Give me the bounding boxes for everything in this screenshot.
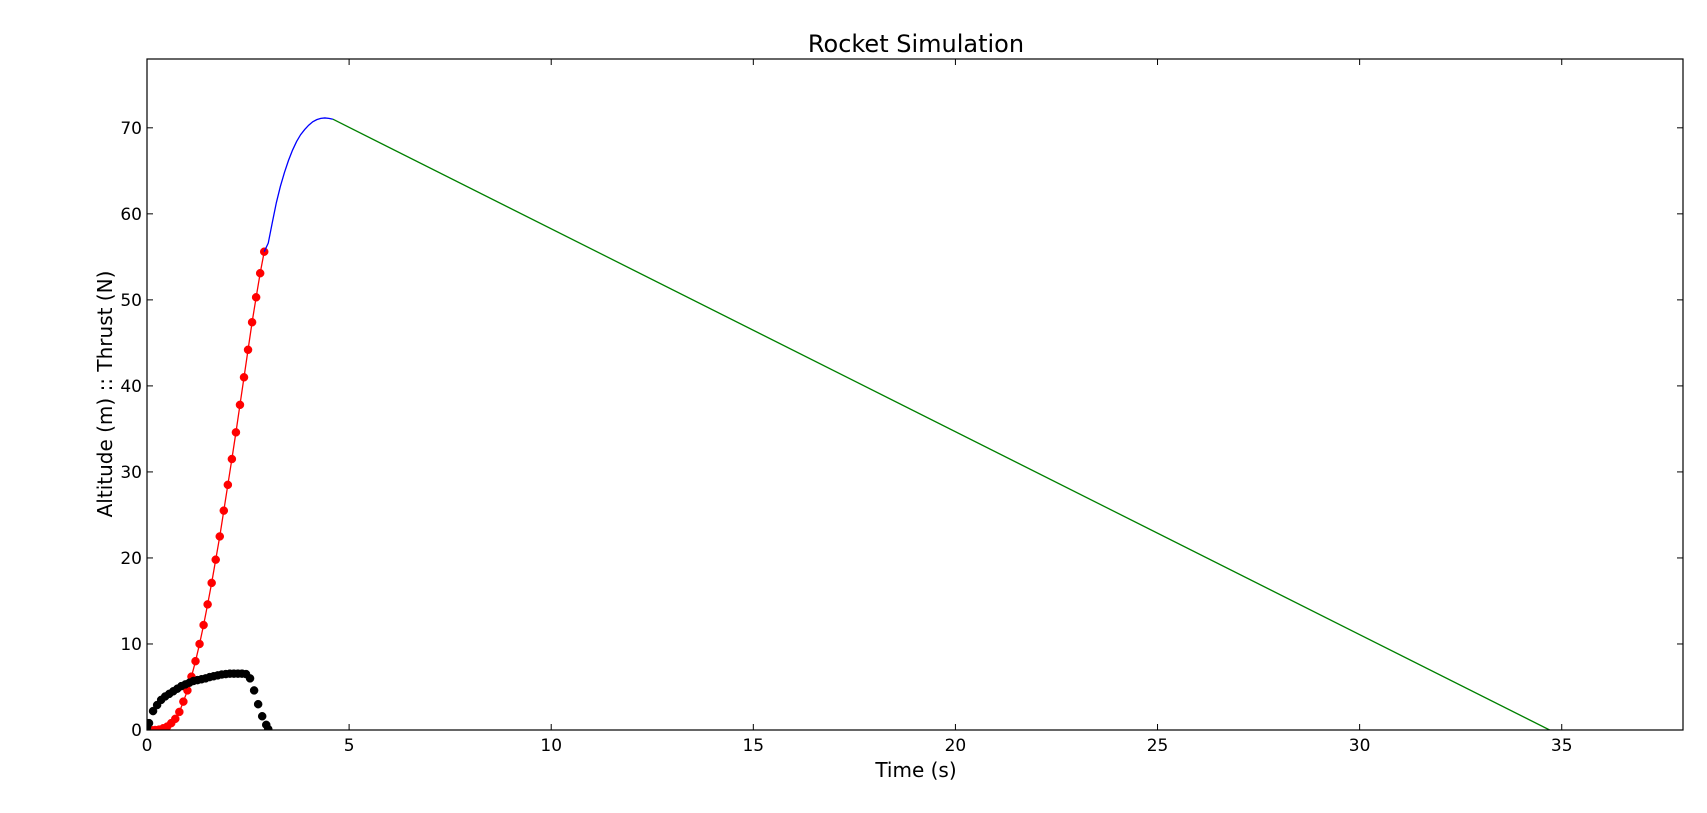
series-0-point bbox=[235, 400, 245, 410]
axis-ticks: 0 5 10 15 20 25 30 35 0 10 20 30 40 50 60 70 bbox=[120, 59, 1683, 756]
y-tick-label: 70 bbox=[120, 119, 142, 139]
x-tick-label: 35 bbox=[1551, 736, 1573, 756]
series-3-point bbox=[249, 686, 259, 695]
series-3 bbox=[147, 669, 273, 730]
series-3-point bbox=[264, 724, 273, 730]
series-0-point bbox=[215, 532, 225, 541]
series-0-point bbox=[243, 345, 253, 355]
x-tick-label: 30 bbox=[1349, 736, 1371, 756]
series-0-point bbox=[227, 454, 237, 464]
x-tick-label: 20 bbox=[945, 736, 967, 756]
series-2 bbox=[332, 118, 1550, 730]
x-tick-label: 15 bbox=[742, 736, 764, 756]
series-0-point bbox=[239, 373, 249, 382]
series-0-point bbox=[255, 268, 265, 278]
plot-area bbox=[147, 117, 1550, 730]
series-1-line bbox=[263, 117, 334, 252]
series-3-point bbox=[257, 711, 267, 721]
y-tick-label: 30 bbox=[120, 463, 142, 483]
series-3-point bbox=[253, 699, 263, 709]
series-0-line bbox=[147, 251, 265, 730]
y-axis-label: Altitude (m) :: Thrust (N) bbox=[93, 271, 117, 518]
series-0-point bbox=[251, 293, 261, 302]
y-tick-label: 50 bbox=[120, 291, 142, 311]
series-0-point bbox=[211, 555, 220, 564]
series-2-line bbox=[332, 118, 1550, 730]
y-tick-label: 10 bbox=[120, 635, 142, 655]
y-tick-label: 40 bbox=[120, 377, 142, 397]
x-tick-label: 5 bbox=[344, 736, 355, 756]
y-tick-label: 60 bbox=[120, 205, 142, 225]
series-0-point bbox=[207, 578, 216, 588]
x-tick-label: 25 bbox=[1147, 736, 1169, 756]
y-tick-label: 20 bbox=[120, 549, 142, 569]
series-0 bbox=[147, 247, 269, 730]
series-0-point bbox=[171, 714, 180, 724]
series-3-point bbox=[148, 706, 158, 716]
plot-frame bbox=[146, 58, 1684, 731]
chart-title: Rocket Simulation bbox=[808, 30, 1024, 58]
series-0-point bbox=[219, 506, 229, 515]
series-0-point bbox=[175, 707, 184, 717]
series-1 bbox=[263, 117, 334, 252]
series-0-point bbox=[231, 428, 241, 437]
y-tick-label: 0 bbox=[131, 721, 142, 741]
series-0-point bbox=[191, 656, 200, 666]
series-0-point bbox=[223, 480, 233, 490]
x-tick-label: 0 bbox=[142, 736, 153, 756]
x-axis-label: Time (s) bbox=[874, 758, 956, 782]
x-tick-label: 10 bbox=[540, 736, 562, 756]
series-0-point bbox=[195, 639, 204, 649]
series-0-point bbox=[203, 600, 212, 609]
series-0-point bbox=[247, 317, 257, 327]
series-0-point bbox=[199, 620, 208, 630]
series-3-point bbox=[245, 674, 255, 683]
series-0-point bbox=[179, 697, 188, 706]
series-3-point bbox=[147, 718, 154, 728]
